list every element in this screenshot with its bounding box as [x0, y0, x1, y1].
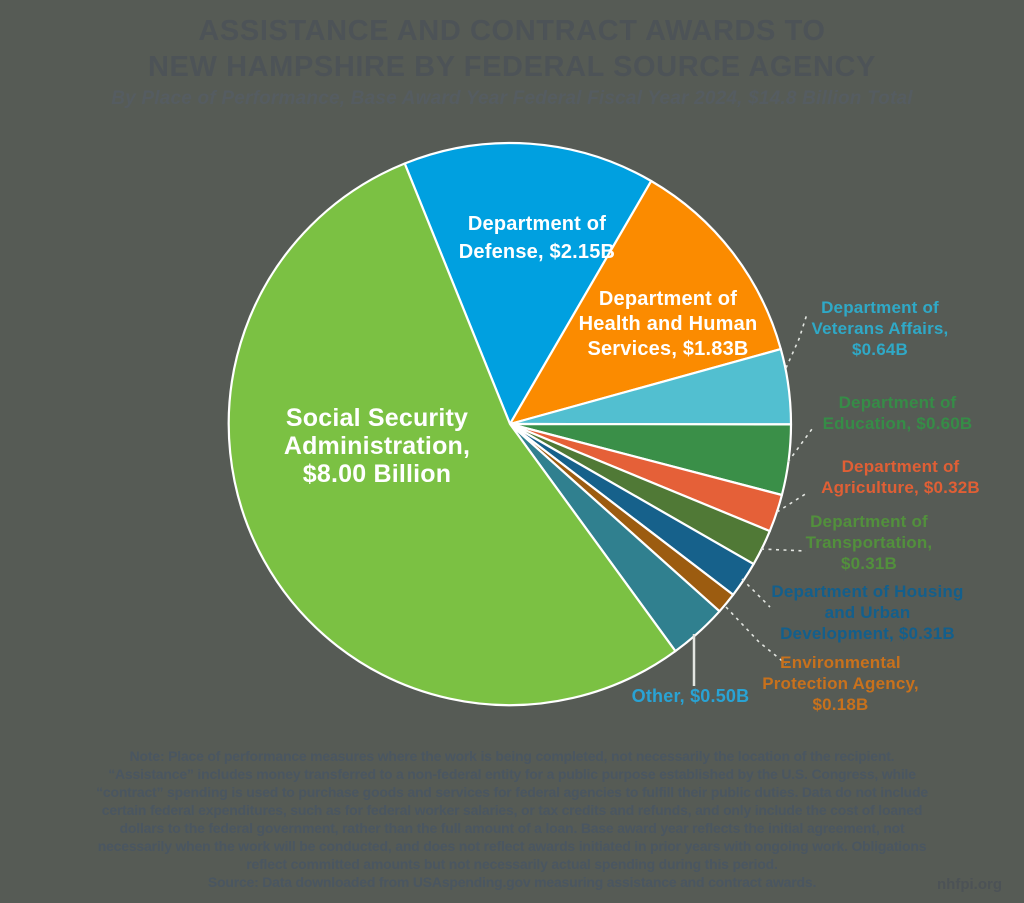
leader-lines-group — [692, 313, 813, 686]
pie-label-epa-line2: Protection Agency, — [762, 674, 919, 693]
pie-slice-defense — [403, 141, 653, 426]
pie-label-agriculture-line1: Department of — [841, 457, 960, 476]
pie-label-defense-line1: Department of — [467, 213, 607, 235]
pie-label-agriculture: Department of Agriculture, $0.32B — [783, 456, 1018, 498]
pie-label-other: Other, $0.50B — [608, 686, 773, 707]
page-title-line2: NEW HAMPSHIRE BY FEDERAL SOURCE AGENCY — [147, 51, 876, 83]
pie-label-hud-line3: Development, $0.31B — [780, 624, 955, 643]
pie-label-hud-line1: Department of Housing — [771, 582, 964, 601]
brand-url: nhfpi.org — [937, 876, 1002, 893]
footnote-line6: necessarily when the work will be conduc… — [97, 838, 927, 854]
pie-slice-health-human-services — [508, 179, 782, 426]
footnote-line7: reflect committed amounts but not necess… — [246, 856, 778, 872]
page-title: ASSISTANCE AND CONTRACT AWARDS TO NEW HA… — [0, 13, 1024, 85]
pie-label-transportation-line2: Transportation, — [805, 533, 933, 552]
pie-slice-social-security-administration — [227, 162, 677, 707]
pie-label-hhs-line2: Health and Human — [578, 313, 758, 335]
pie-label-education: Department of Education, $0.60B — [780, 392, 1015, 434]
pie-label-health-human-services: Department of Health and Human Services,… — [538, 287, 798, 362]
pie-label-housing-urban-development: Department of Housing and Urban Developm… — [745, 581, 990, 644]
pie-label-va-line1: Department of — [821, 298, 939, 317]
pie-label-other-line1: Other, $0.50B — [631, 686, 750, 706]
source-line: Source: Data downloaded from USAspending… — [207, 874, 817, 890]
pie-label-agriculture-line2: Agriculture, $0.32B — [821, 478, 980, 497]
pie-label-transportation: Department of Transportation, $0.31B — [764, 511, 974, 574]
pie-label-transportation-line1: Department of — [810, 512, 928, 531]
pie-label-defense-line2: Defense, $2.15B — [458, 241, 616, 263]
pie-slices-group — [227, 141, 793, 707]
pie-label-ssa-line1: Social Security — [285, 404, 469, 432]
pie-label-hhs-line1: Department of — [598, 288, 738, 310]
pie-label-va-line2: Veterans Affairs, — [811, 319, 949, 338]
pie-label-education-line1: Department of — [838, 393, 957, 412]
pie-label-education-line2: Education, $0.60B — [822, 414, 973, 433]
pie-label-ssa-line3: $8.00 Billion — [302, 460, 452, 488]
footnote: Note: Place of performance measures wher… — [0, 747, 1024, 891]
pie-label-veterans-affairs: Department of Veterans Affairs, $0.64B — [775, 297, 985, 360]
leader-line-housing-urban-development — [741, 578, 771, 608]
pie-label-epa-line1: Environmental — [780, 653, 901, 672]
leader-line-transportation — [760, 548, 807, 552]
pie-label-hud-line2: and Urban — [824, 603, 911, 622]
footnote-line5: dollars to the federal government, rathe… — [119, 820, 905, 836]
leader-line-agriculture — [776, 492, 808, 513]
page-title-line1: ASSISTANCE AND CONTRACT AWARDS TO — [198, 15, 826, 47]
footnote-line4: certain federal expenditures, such as fo… — [101, 802, 923, 818]
pie-label-ssa-line2: Administration, — [283, 432, 471, 460]
footnote-line1: Note: Place of performance measures wher… — [129, 748, 895, 764]
footnote-line3: “contract” spending is used to purchase … — [96, 784, 928, 800]
pie-label-environmental-protection-agency: Environmental Protection Agency, $0.18B — [733, 652, 948, 715]
leader-line-veterans-affairs — [785, 313, 808, 369]
pie-label-epa-line3: $0.18B — [812, 695, 869, 714]
pie-label-va-line3: $0.64B — [851, 340, 909, 359]
pie-label-defense: Department of Defense, $2.15B — [407, 210, 667, 266]
pie-label-transportation-line3: $0.31B — [840, 554, 898, 573]
footnote-line2: “Assistance” includes money transferred … — [108, 766, 916, 782]
page-subtitle: By Place of Performance, Base Award Year… — [111, 88, 913, 109]
pie-label-hhs-line3: Services, $1.83B — [587, 338, 749, 360]
leader-line-environmental-protection-agency — [725, 606, 787, 665]
pie-label-social-security-administration: Social Security Administration, $8.00 Bi… — [242, 404, 512, 488]
